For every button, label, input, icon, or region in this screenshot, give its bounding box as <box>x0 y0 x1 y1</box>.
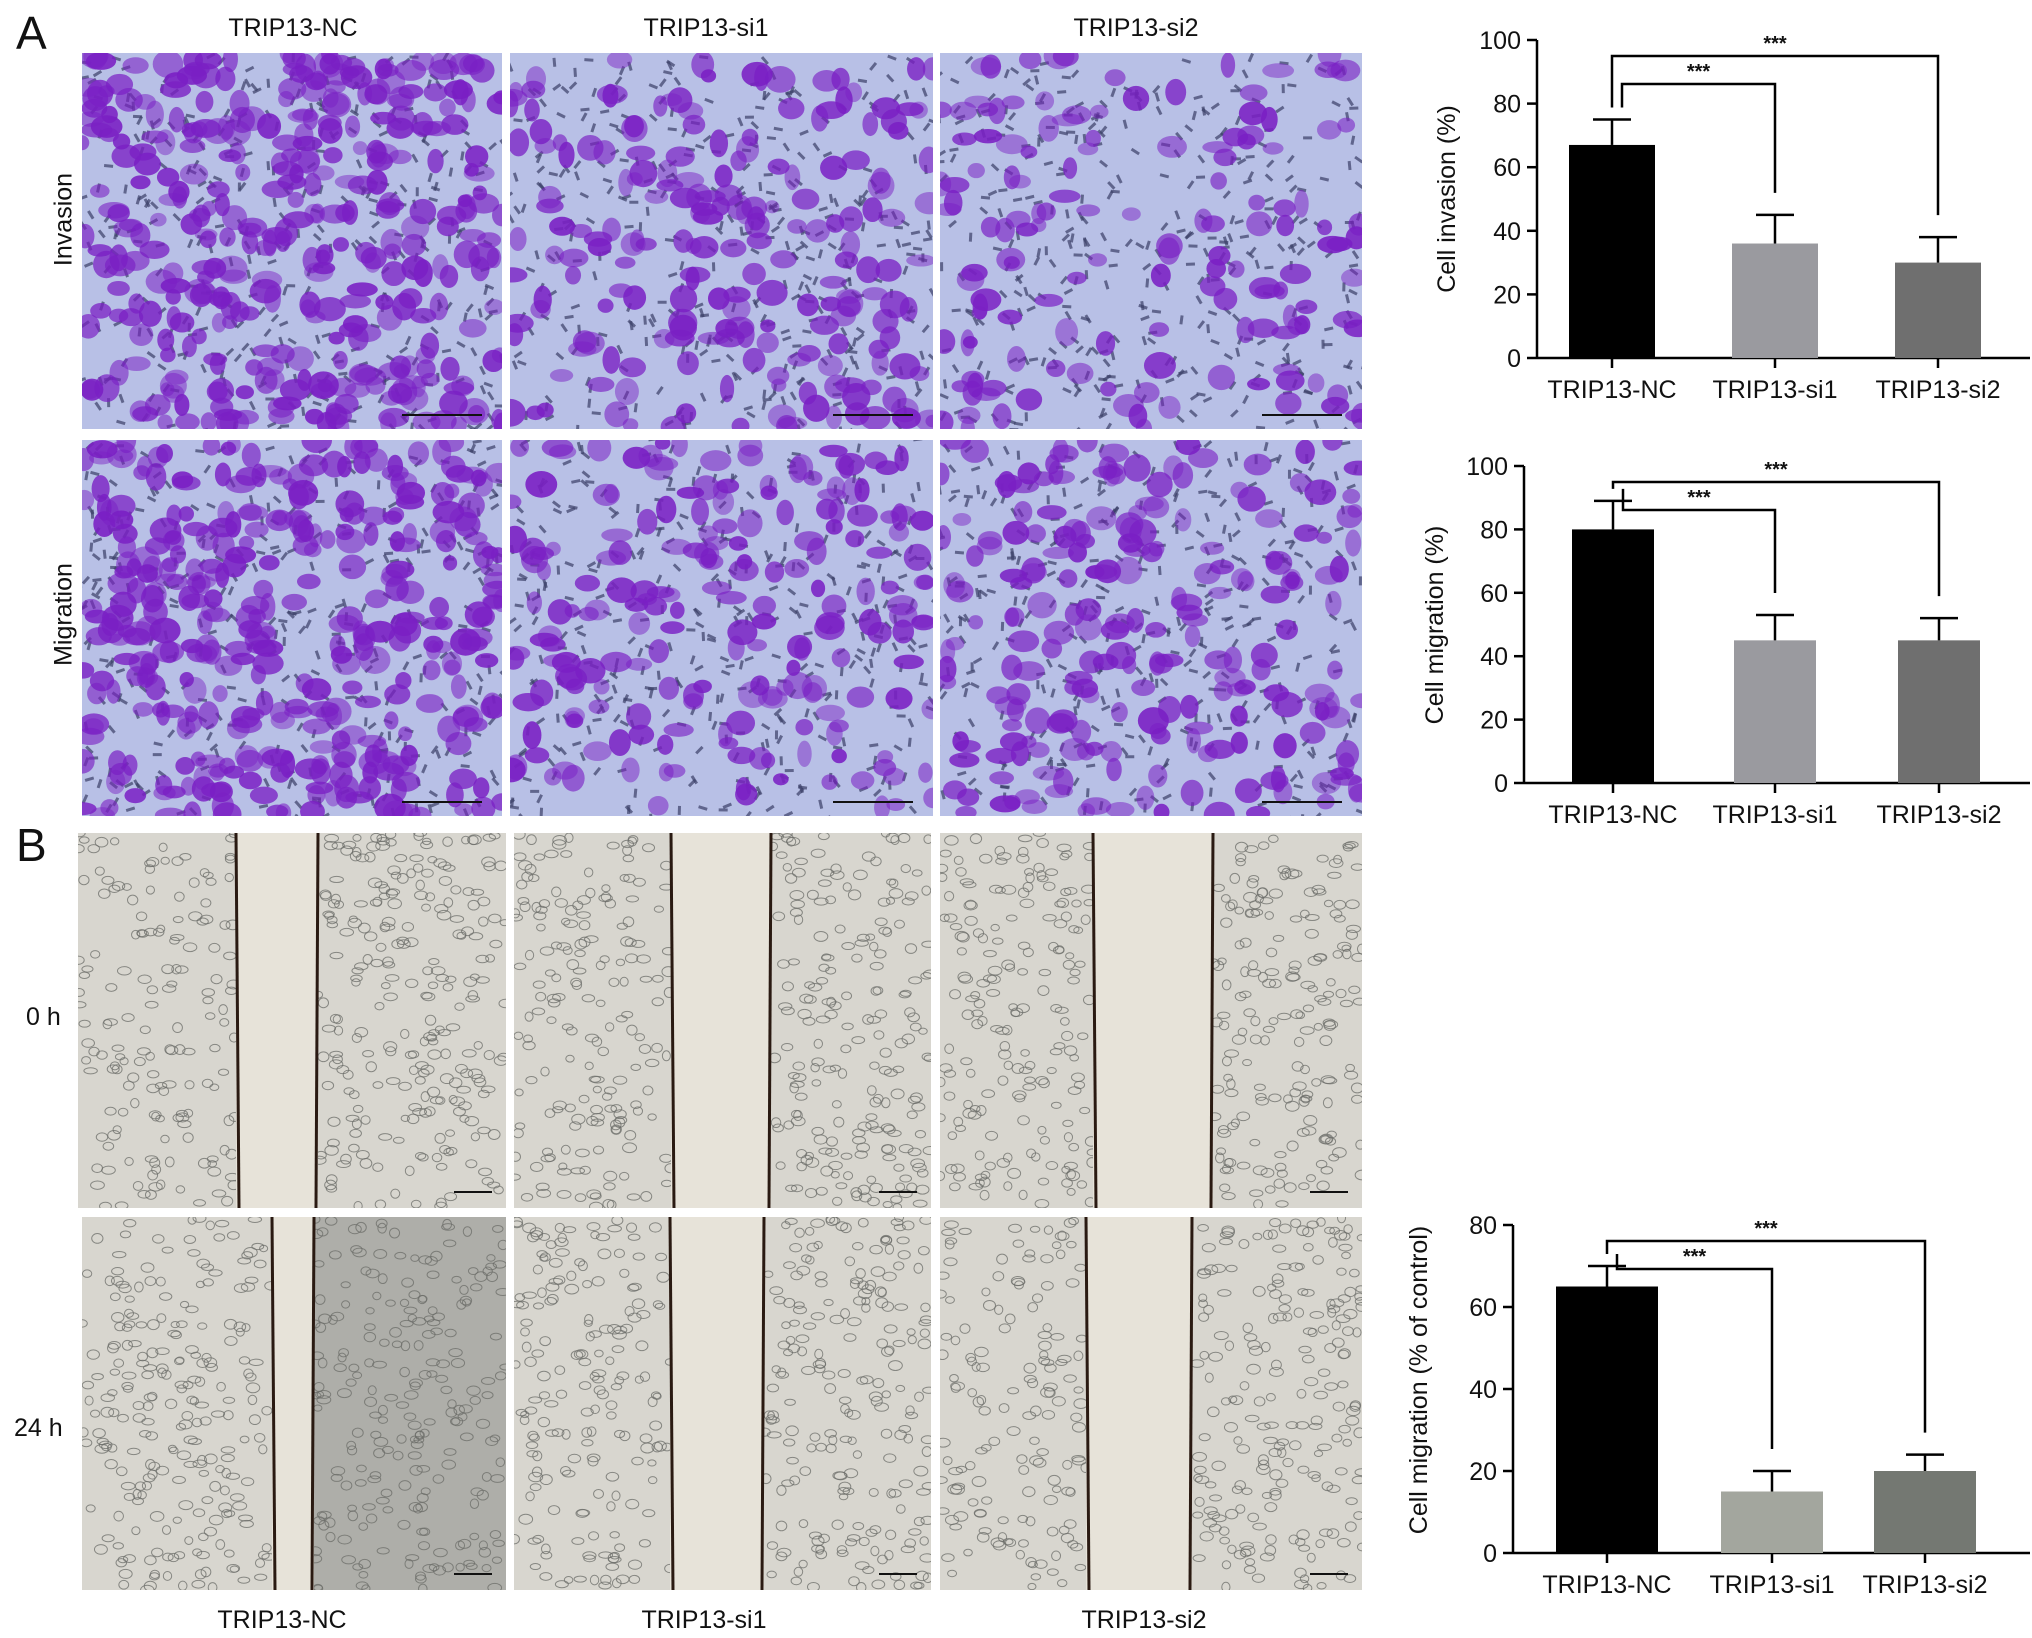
significance-bracket <box>1610 54 1940 216</box>
significance-bracket <box>1621 488 1777 593</box>
micrograph-migration-si2 <box>940 440 1362 816</box>
micrograph-24h-si1 <box>514 1217 931 1590</box>
y-tick-label: 20 <box>1493 281 1521 309</box>
significance-label: *** <box>1687 487 1711 509</box>
micrograph-24h-si2 <box>940 1217 1362 1590</box>
y-tick-label: 80 <box>1469 1212 1497 1240</box>
x-tick-label: TRIP13-NC <box>1547 376 1676 404</box>
significance-label: *** <box>1763 33 1787 55</box>
micrograph-invasion-nc <box>82 53 502 429</box>
bar-trip13-nc <box>1556 1286 1658 1553</box>
y-tick-label: 40 <box>1480 643 1508 671</box>
y-axis-label: Cell migration (%) <box>1421 526 1449 725</box>
y-tick-label: 20 <box>1480 707 1508 735</box>
y-tick-label: 100 <box>1479 27 1521 55</box>
x-tick-label: TRIP13-si1 <box>1712 801 1837 829</box>
significance-bracket <box>1615 1254 1774 1449</box>
panel-b-column-label: TRIP13-NC <box>217 1606 347 1634</box>
y-tick-label: 60 <box>1493 154 1521 182</box>
x-tick-label: TRIP13-NC <box>1542 1571 1671 1599</box>
significance-bracket <box>1620 82 1777 193</box>
y-tick-label: 20 <box>1469 1458 1497 1486</box>
y-tick-label: 80 <box>1480 516 1508 544</box>
y-tick-label: 100 <box>1466 453 1508 481</box>
x-tick-label: TRIP13-si2 <box>1862 1571 1987 1599</box>
bar-trip13-si2 <box>1898 640 1980 783</box>
micrograph-0h-si1 <box>514 833 931 1208</box>
panel-a-column-label: TRIP13-si2 <box>1073 14 1199 42</box>
bar-trip13-si1 <box>1721 1491 1823 1553</box>
y-axis-label: Cell migration (% of control) <box>1405 1226 1433 1534</box>
x-tick-label: TRIP13-si1 <box>1709 1571 1834 1599</box>
bar-chart-2: 0 20 40 60 80 100 Cell migration (%) TRIP13-NC T… <box>1421 453 2030 829</box>
panel-b-row-label-24h: 24 h <box>14 1414 63 1442</box>
y-tick-label: 40 <box>1493 218 1521 246</box>
y-tick-label: 60 <box>1480 580 1508 608</box>
y-tick-label: 40 <box>1469 1376 1497 1404</box>
panel-b-label: B <box>16 819 47 871</box>
panel-b-column-label: TRIP13-si1 <box>641 1606 767 1634</box>
y-tick-label: 0 <box>1507 345 1521 373</box>
y-tick-label: 0 <box>1494 770 1508 798</box>
y-tick-label: 60 <box>1469 1294 1497 1322</box>
panel-a-label: A <box>16 7 47 59</box>
significance-label: *** <box>1764 459 1788 481</box>
micrograph-invasion-si2 <box>940 53 1362 429</box>
x-tick-label: TRIP13-NC <box>1548 801 1677 829</box>
bar-trip13-nc <box>1569 144 1655 358</box>
micrograph-0h-si2 <box>940 833 1362 1208</box>
bar-chart-1: 0 20 40 60 80 100 Cell invasion (%) TRIP13-NC TR… <box>1433 27 2030 404</box>
significance-label: *** <box>1754 1218 1778 1240</box>
significance-bracket <box>1611 480 1941 597</box>
significance-label: *** <box>1683 1246 1707 1268</box>
bar-trip13-si2 <box>1895 262 1981 358</box>
panel-b-row-label-0h: 0 h <box>26 1003 61 1031</box>
micrograph-invasion-si1 <box>510 53 933 429</box>
bar-trip13-si2 <box>1874 1471 1976 1553</box>
significance-label: *** <box>1687 61 1711 83</box>
bar-chart-3: 0 20 40 60 80 Cell migration (% of control) TR… <box>1405 1212 2030 1599</box>
y-tick-label: 80 <box>1493 91 1521 119</box>
bar-trip13-nc <box>1572 529 1654 783</box>
micrograph-migration-si1 <box>510 440 933 816</box>
y-tick-label: 0 <box>1483 1540 1497 1568</box>
x-tick-label: TRIP13-si2 <box>1875 376 2000 404</box>
bar-trip13-si1 <box>1732 243 1818 358</box>
panel-a-column-label: TRIP13-si1 <box>643 14 769 42</box>
micrograph-24h-nc <box>82 1217 506 1590</box>
panel-a-column-label: TRIP13-NC <box>228 14 358 42</box>
y-axis-label: Cell invasion (%) <box>1433 105 1461 293</box>
x-tick-label: TRIP13-si1 <box>1712 376 1837 404</box>
micrograph-0h-nc <box>78 833 506 1208</box>
bar-trip13-si1 <box>1734 640 1816 783</box>
x-tick-label: TRIP13-si2 <box>1876 801 2001 829</box>
significance-bracket <box>1605 1239 1927 1433</box>
panel-b-column-label: TRIP13-si2 <box>1081 1606 1207 1634</box>
micrograph-migration-nc <box>82 440 502 816</box>
